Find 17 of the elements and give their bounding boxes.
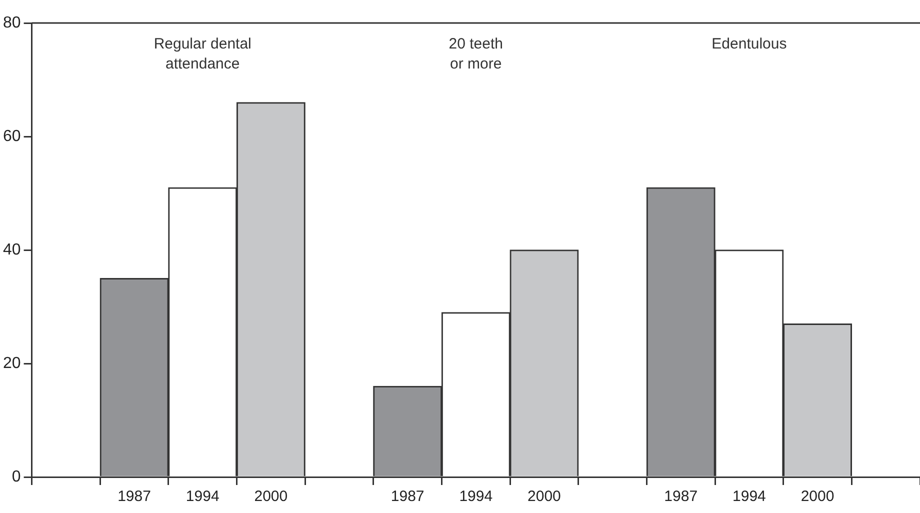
x-tick-label: 2000	[254, 488, 288, 506]
x-tick-label: 1994	[732, 488, 766, 506]
x-tick-label: 1994	[459, 488, 493, 506]
y-tick-label: 40	[3, 241, 21, 258]
annotation: 20 teeth or more	[448, 36, 504, 73]
y-tick-label: 20	[3, 354, 21, 372]
annotation: Edentulous	[712, 36, 787, 53]
y-tick-label: 60	[3, 128, 21, 145]
y-tick-label: 80	[3, 14, 21, 32]
x-tick-label: 2000	[800, 488, 834, 506]
x-tick-label: 2000	[528, 488, 561, 506]
x-tick-label: 1987	[390, 488, 424, 506]
x-tick-label: 1994	[186, 488, 220, 506]
y-tick-label: 0	[12, 468, 21, 486]
x-tick-label: 1987	[664, 488, 698, 506]
x-tick-label: 1987	[118, 488, 151, 506]
annotation: Regular dental attendance	[154, 36, 252, 73]
